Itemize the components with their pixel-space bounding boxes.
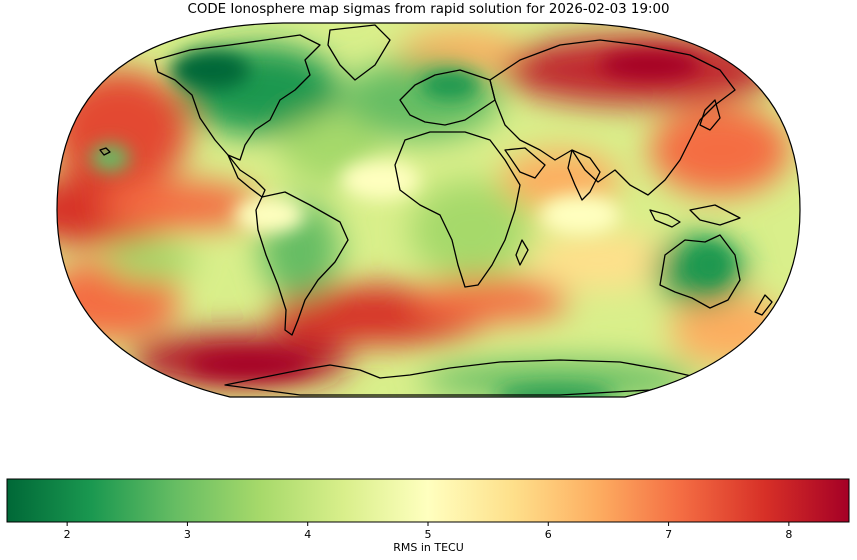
colorbar-tick-label: 3 [184, 528, 191, 541]
colorbar-tick-label: 6 [545, 528, 552, 541]
coastlines [99, 24, 773, 396]
colorbar-tick-label: 5 [425, 528, 432, 541]
colorbar-label: RMS in TECU [393, 541, 464, 554]
sigma-field [57, 23, 800, 397]
colorbar-tick-label: 4 [304, 528, 311, 541]
colorbar-tick-label: 7 [665, 528, 672, 541]
colorbar-gradient [6, 478, 850, 523]
map-title: CODE Ionosphere map sigmas from rapid so… [187, 2, 670, 17]
colorbar-ticks: 2 3 4 5 6 7 8 [64, 522, 792, 541]
colorbar: 2 3 4 5 6 7 8 [6, 478, 850, 541]
globe-outline [56, 22, 801, 398]
colorbar-tick-label: 2 [64, 528, 71, 541]
colorbar-tick-label: 8 [785, 528, 792, 541]
